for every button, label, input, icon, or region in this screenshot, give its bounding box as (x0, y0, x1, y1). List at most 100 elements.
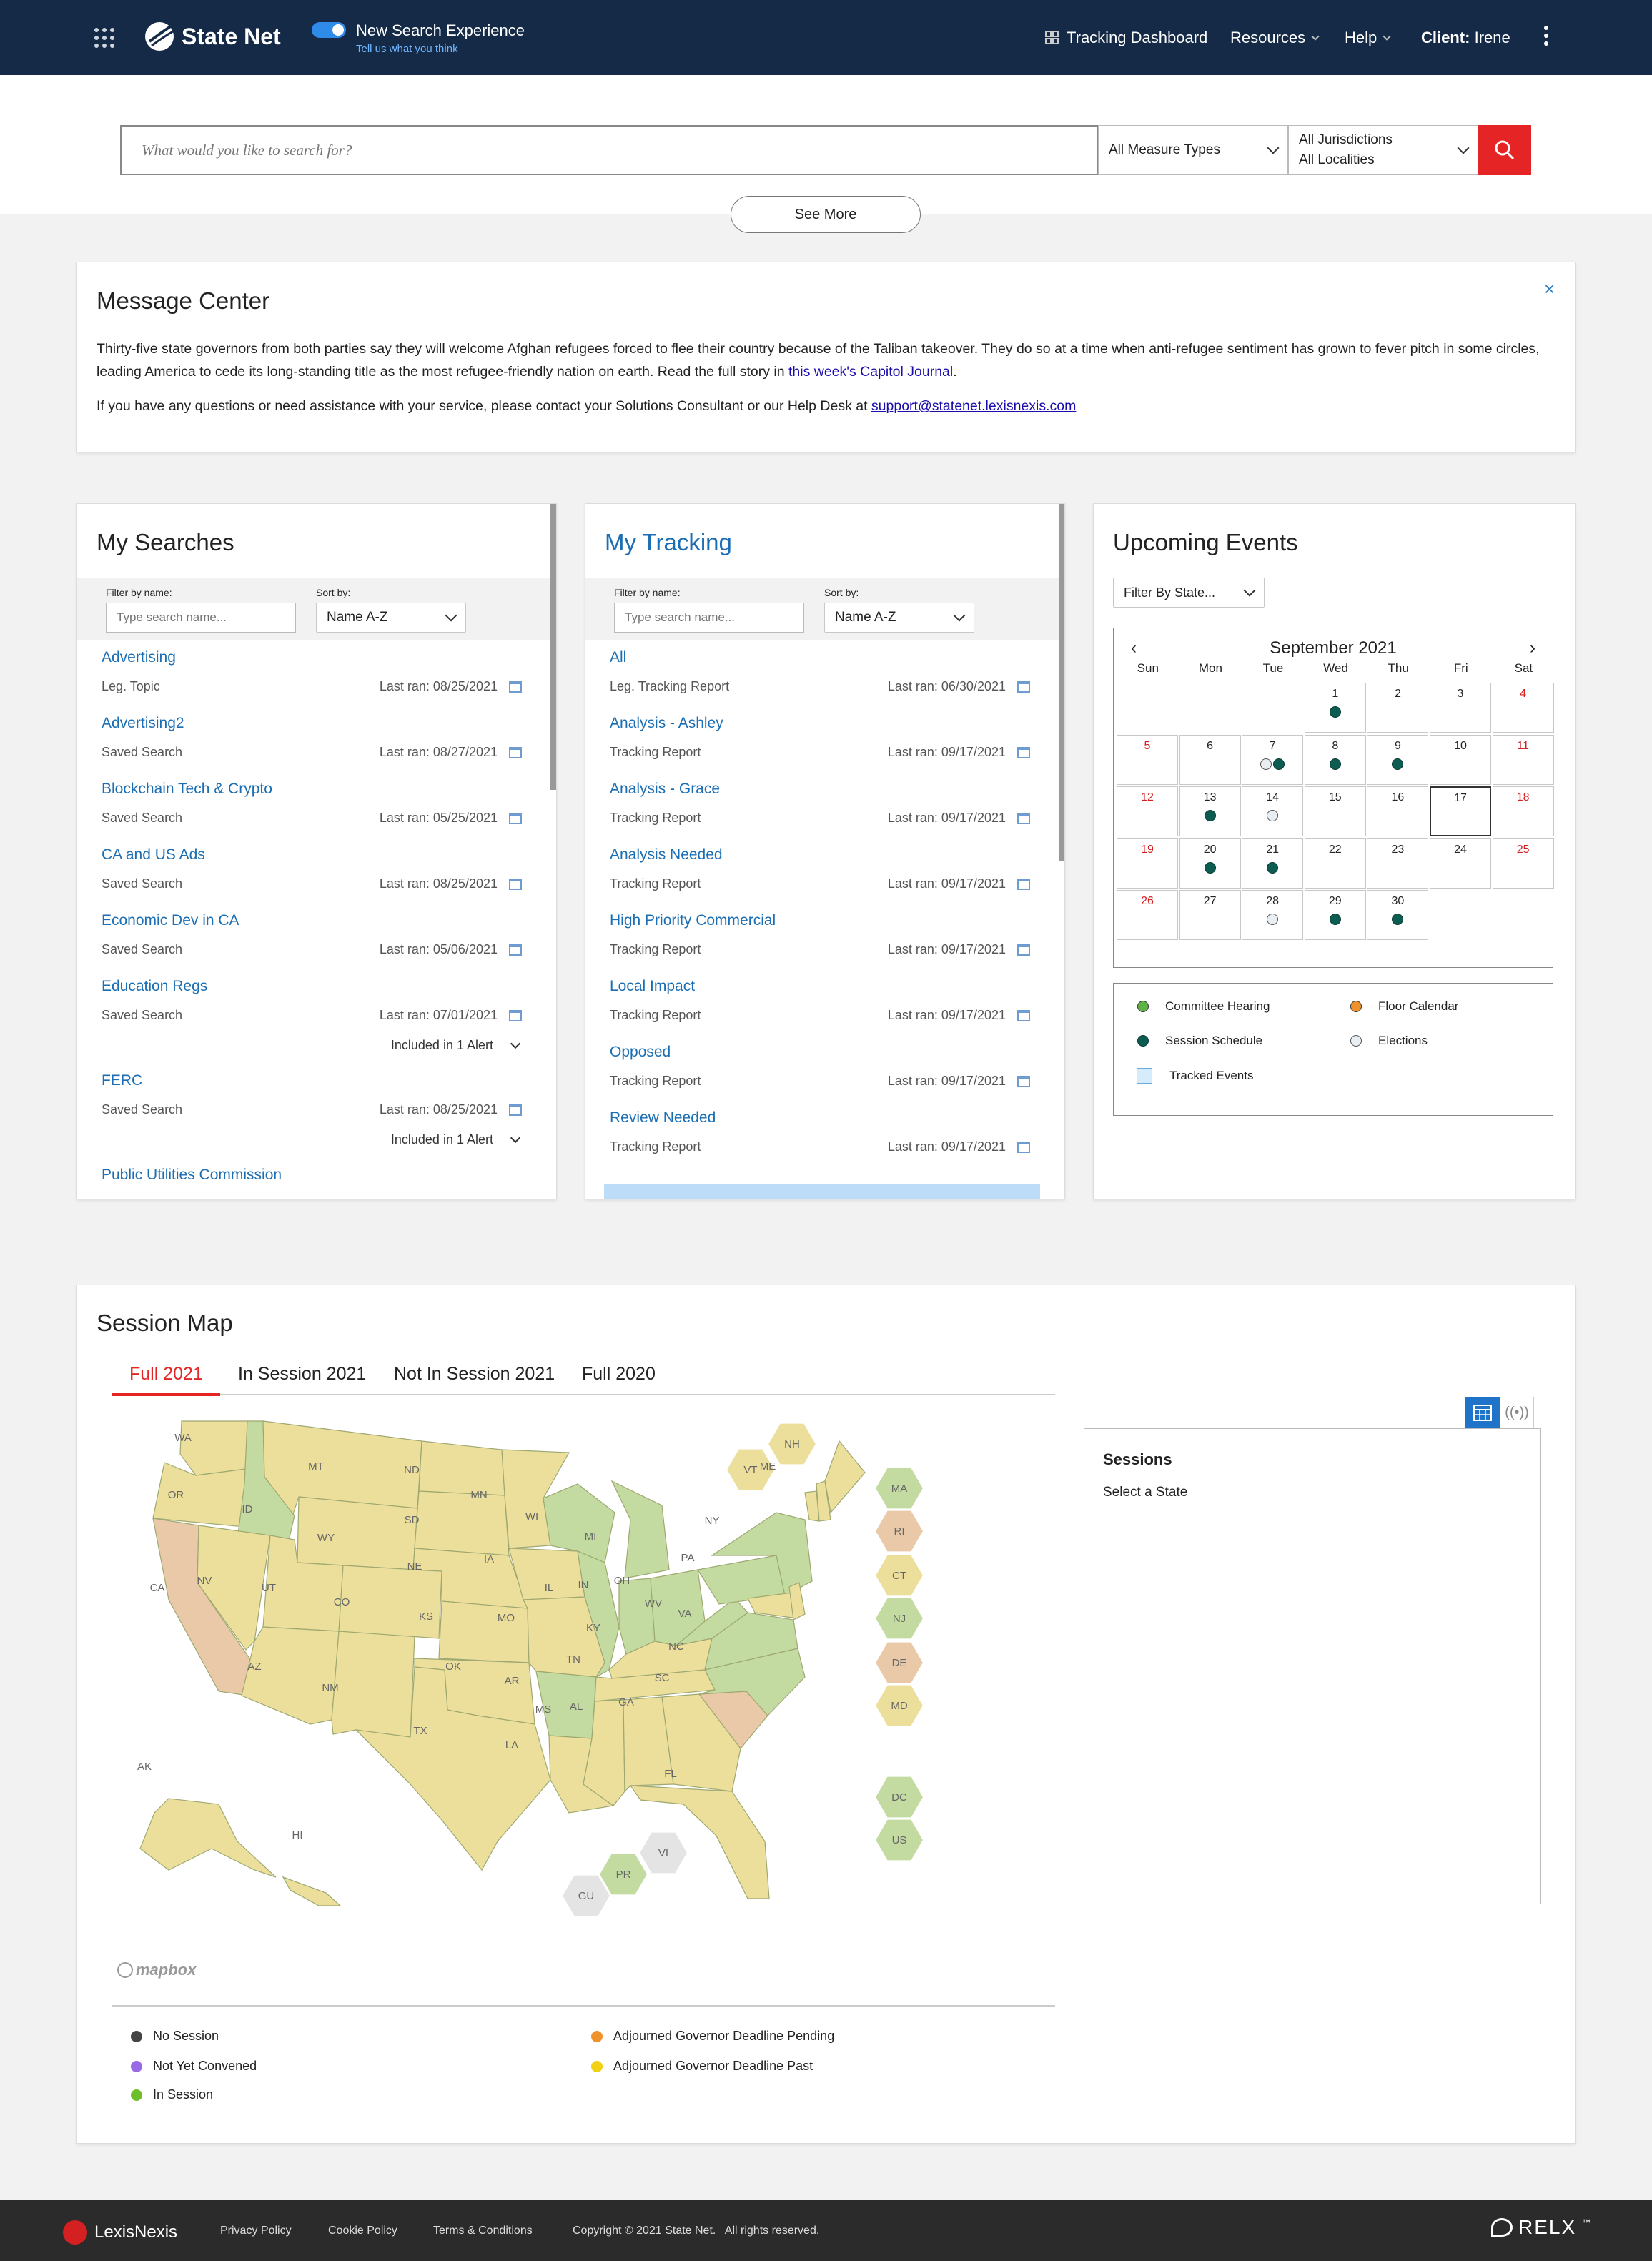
list-item[interactable]: Advertising Leg. Topic Last ran: 08/25/202… (77, 649, 556, 715)
item-name[interactable]: All (610, 649, 627, 666)
list-item[interactable]: Review Needed Tracking Report Last ran: 09… (585, 1109, 1064, 1175)
item-name[interactable]: FERC (102, 1072, 143, 1089)
brand-logo[interactable]: State Net (143, 20, 281, 53)
calendar-day[interactable]: 3 (1430, 683, 1491, 733)
list-item[interactable]: Public Utilities Commission (77, 1167, 556, 1199)
calendar-day[interactable]: 30 (1367, 890, 1429, 940)
jurisdictions-dropdown[interactable]: All Jurisdictions All Localities (1288, 125, 1478, 175)
more-options-icon[interactable] (1544, 26, 1548, 46)
list-item[interactable]: Advertising2 Saved Search Last ran: 08/27/… (77, 715, 556, 781)
calendar-day[interactable]: 16 (1367, 786, 1429, 836)
calendar-icon[interactable] (509, 812, 522, 824)
feedback-link[interactable]: Tell us what you think (356, 43, 458, 55)
state-mt[interactable] (262, 1420, 422, 1515)
item-name[interactable]: Analysis - Ashley (610, 715, 723, 731)
state-sd[interactable] (414, 1490, 510, 1556)
scrollbar[interactable] (1059, 504, 1064, 861)
state-nm[interactable] (331, 1631, 415, 1738)
new-report-row[interactable] (604, 1184, 1040, 1199)
tab-not-in-session-2021[interactable]: Not In Session 2021 (394, 1364, 555, 1384)
state-mi[interactable] (610, 1480, 670, 1579)
support-email-link[interactable]: support@statenet.lexisnexis.com (871, 398, 1077, 414)
calendar-day[interactable]: 6 (1179, 734, 1241, 785)
state-ga[interactable] (661, 1693, 741, 1792)
hex-ri[interactable] (874, 1509, 925, 1553)
calendar-day[interactable]: 8 (1304, 734, 1366, 785)
state-fl[interactable] (629, 1785, 770, 1899)
calendar-view-button[interactable] (1465, 1397, 1500, 1428)
tab-full-2021[interactable]: Full 2021 (129, 1364, 203, 1384)
capitol-journal-link[interactable]: this week's Capitol Journal (788, 364, 954, 380)
tab-in-session-2021[interactable]: In Session 2021 (238, 1364, 367, 1384)
calendar-day[interactable]: 12 (1117, 786, 1178, 836)
calendar-icon[interactable] (1017, 812, 1030, 824)
calendar-day[interactable]: 23 (1367, 838, 1429, 889)
sort-searches-dropdown[interactable]: Name A-Z (316, 603, 466, 633)
calendar-icon[interactable] (1017, 1009, 1030, 1021)
item-name[interactable]: Blockchain Tech & Crypto (102, 781, 272, 797)
state-co[interactable] (338, 1565, 442, 1639)
alert-toggle[interactable]: Included in 1 Alert (391, 1038, 521, 1053)
state-hi[interactable] (282, 1876, 342, 1906)
list-item[interactable]: High Priority Commercial Tracking Report L… (585, 912, 1064, 978)
my-tracking-title[interactable]: My Tracking (605, 529, 732, 555)
list-item[interactable]: Analysis - Grace Tracking Report Last ran:… (585, 781, 1064, 846)
calendar-day[interactable]: 26 (1117, 890, 1178, 940)
privacy-link[interactable]: Privacy Policy (220, 2225, 292, 2237)
state-me[interactable] (824, 1440, 866, 1514)
state-al[interactable] (623, 1696, 674, 1793)
item-name[interactable]: Analysis - Grace (610, 781, 721, 797)
scrollbar[interactable] (550, 504, 556, 790)
hex-ct[interactable] (874, 1553, 925, 1598)
item-name[interactable]: Advertising2 (102, 715, 184, 731)
hex-vi[interactable] (638, 1831, 689, 1875)
sort-tracking-dropdown[interactable]: Name A-Z (824, 603, 974, 633)
state-ks[interactable] (438, 1600, 530, 1663)
hex-vt[interactable] (725, 1448, 776, 1492)
calendar-day[interactable]: 21 (1242, 838, 1304, 889)
item-name[interactable]: Advertising (102, 649, 176, 666)
hex-dc[interactable] (874, 1775, 925, 1819)
calendar-icon[interactable] (1017, 1075, 1030, 1087)
state-ny[interactable] (711, 1512, 813, 1596)
prev-month-button[interactable]: ‹ (1131, 638, 1137, 658)
calendar-icon[interactable] (509, 944, 522, 956)
calendar-day[interactable]: 24 (1430, 838, 1491, 889)
item-name[interactable]: CA and US Ads (102, 846, 205, 863)
apps-grid-icon[interactable] (94, 28, 114, 48)
calendar-day[interactable]: 28 (1242, 890, 1304, 940)
calendar-day[interactable]: 11 (1492, 734, 1554, 785)
hex-gu[interactable] (560, 1874, 612, 1918)
resources-menu[interactable]: Resources (1230, 29, 1320, 47)
calendar-day[interactable]: 27 (1179, 890, 1241, 940)
state-ak[interactable] (139, 1798, 277, 1878)
search-input[interactable] (120, 125, 1098, 175)
calendar-day[interactable]: 13 (1179, 786, 1241, 836)
terms-link[interactable]: Terms & Conditions (433, 2225, 533, 2237)
calendar-day[interactable]: 2 (1367, 683, 1429, 733)
client-selector[interactable]: Client: Irene (1421, 29, 1510, 46)
see-more-button[interactable]: See More (731, 196, 921, 233)
calendar-day[interactable]: 10 (1430, 734, 1491, 785)
calendar-icon[interactable] (1017, 746, 1030, 758)
tab-full-2020[interactable]: Full 2020 (582, 1364, 656, 1384)
state-tx[interactable] (355, 1666, 551, 1871)
calendar-icon[interactable] (1017, 681, 1030, 693)
state-nj[interactable] (788, 1582, 806, 1621)
list-item[interactable]: Analysis - Ashley Tracking Report Last ran… (585, 715, 1064, 781)
state-il[interactable] (577, 1550, 620, 1678)
help-menu[interactable]: Help (1345, 29, 1391, 47)
state-md[interactable] (747, 1592, 798, 1619)
session-map[interactable]: WA OR CA ID NV MT WY UT AZ NM CO ND SD NE KS OK TX MN IA MO… (112, 1412, 1055, 1984)
calendar-day[interactable]: 18 (1492, 786, 1554, 836)
calendar-day[interactable]: 14 (1242, 786, 1304, 836)
state-in[interactable] (618, 1578, 656, 1655)
filter-tracking-input[interactable] (614, 603, 804, 633)
hex-pr[interactable] (598, 1852, 649, 1896)
item-name[interactable]: Review Needed (610, 1109, 716, 1126)
cookie-link[interactable]: Cookie Policy (328, 2225, 397, 2237)
close-icon[interactable]: × (1544, 278, 1555, 300)
calendar-icon[interactable] (509, 681, 522, 693)
calendar-icon[interactable] (509, 1009, 522, 1021)
item-name[interactable]: Education Regs (102, 978, 208, 994)
